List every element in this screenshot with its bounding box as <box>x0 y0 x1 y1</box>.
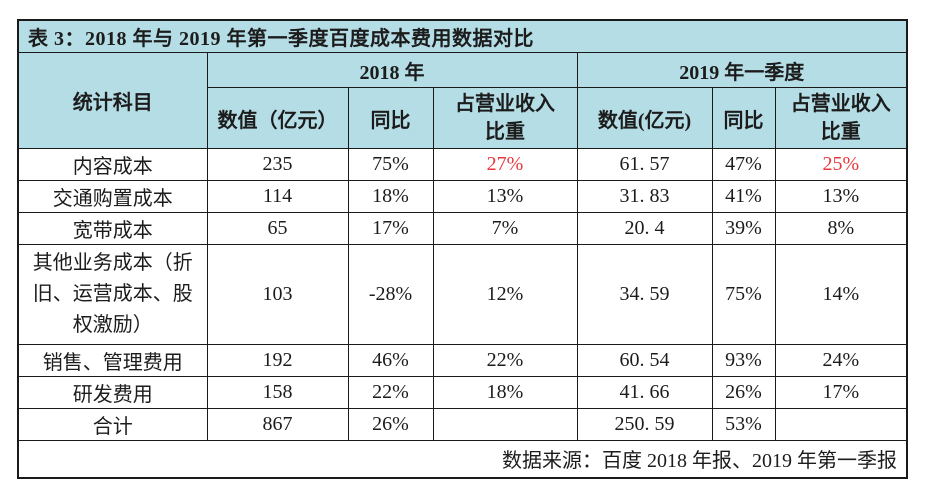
cell-2019-share-highlighted: 25% <box>774 148 908 181</box>
table-row: 交通购置成本 114 18% 13% 31. 83 41% 13% <box>17 180 908 213</box>
cell-2018-yoy: 26% <box>347 408 434 441</box>
cost-comparison-table: 表 3：2018 年与 2019 年第一季度百度成本费用数据对比 统计科目 20… <box>17 19 909 479</box>
cell-2018-value: 192 <box>206 344 349 377</box>
cell-2019-yoy: 93% <box>711 344 776 377</box>
cell-2019-yoy: 26% <box>711 376 776 409</box>
cell-2019-share: 8% <box>774 212 908 245</box>
cell-2019-value: 61. 57 <box>576 148 713 181</box>
cell-2018-value: 114 <box>206 180 349 213</box>
cell-2018-yoy: 46% <box>347 344 434 377</box>
row-label: 其他业务成本（折 旧、运营成本、股 权激励） <box>17 244 208 345</box>
cell-2018-value: 65 <box>206 212 349 245</box>
cell-2018-yoy: 17% <box>347 212 434 245</box>
cell-2018-share: 12% <box>432 244 578 345</box>
cell-2019-value: 250. 59 <box>576 408 713 441</box>
col-header-stat-item: 统计科目 <box>17 52 208 149</box>
cell-2018-value: 867 <box>206 408 349 441</box>
col-header-2018-share: 占营业收入 比重 <box>432 87 578 149</box>
row-label: 销售、管理费用 <box>17 344 208 377</box>
cell-2018-share: 18% <box>432 376 578 409</box>
row-label: 宽带成本 <box>17 212 208 245</box>
row-label: 合计 <box>17 408 208 441</box>
table-row: 宽带成本 65 17% 7% 20. 4 39% 8% <box>17 212 908 245</box>
cell-2018-share: 7% <box>432 212 578 245</box>
cell-2019-yoy: 41% <box>711 180 776 213</box>
col-header-2019-value: 数值(亿元) <box>576 87 713 149</box>
cell-2019-share <box>774 408 908 441</box>
row-label: 交通购置成本 <box>17 180 208 213</box>
col-group-2018: 2018 年 <box>206 52 578 88</box>
table-title: 表 3：2018 年与 2019 年第一季度百度成本费用数据对比 <box>17 19 908 53</box>
cell-2018-yoy: -28% <box>347 244 434 345</box>
cell-2019-yoy: 53% <box>711 408 776 441</box>
cell-2019-yoy: 75% <box>711 244 776 345</box>
cell-2019-value: 60. 54 <box>576 344 713 377</box>
cell-2018-share: 22% <box>432 344 578 377</box>
cell-2018-value: 103 <box>206 244 349 345</box>
table-row: 内容成本 235 75% 27% 61. 57 47% 25% <box>17 148 908 181</box>
cell-2018-yoy: 22% <box>347 376 434 409</box>
cell-2018-value: 235 <box>206 148 349 181</box>
cell-2018-value: 158 <box>206 376 349 409</box>
cell-2018-share-highlighted: 27% <box>432 148 578 181</box>
col-header-2018-yoy: 同比 <box>347 87 434 149</box>
cell-2019-share: 13% <box>774 180 908 213</box>
cell-2018-share: 13% <box>432 180 578 213</box>
cell-2019-share: 24% <box>774 344 908 377</box>
cell-2018-yoy: 18% <box>347 180 434 213</box>
cell-2019-yoy: 47% <box>711 148 776 181</box>
cell-2019-value: 31. 83 <box>576 180 713 213</box>
cell-2019-share: 17% <box>774 376 908 409</box>
cell-2019-value: 20. 4 <box>576 212 713 245</box>
table-row: 其他业务成本（折 旧、运营成本、股 权激励） 103 -28% 12% 34. … <box>17 244 908 345</box>
col-group-2019q1: 2019 年一季度 <box>576 52 908 88</box>
cell-2019-value: 34. 59 <box>576 244 713 345</box>
col-header-2018-value: 数值（亿元） <box>206 87 349 149</box>
table-row: 研发费用 158 22% 18% 41. 66 26% 17% <box>17 376 908 409</box>
row-label: 研发费用 <box>17 376 208 409</box>
cell-2018-yoy: 75% <box>347 148 434 181</box>
cell-2019-value: 41. 66 <box>576 376 713 409</box>
data-source: 数据来源：百度 2018 年报、2019 年第一季报 <box>17 440 908 478</box>
col-header-2019-yoy: 同比 <box>711 87 776 149</box>
table-row-total: 合计 867 26% 250. 59 53% <box>17 408 908 441</box>
cell-2018-share <box>432 408 578 441</box>
cell-2019-yoy: 39% <box>711 212 776 245</box>
row-label: 内容成本 <box>17 148 208 181</box>
cell-2019-share: 14% <box>774 244 908 345</box>
col-header-2019-share: 占营业收入 比重 <box>774 87 908 149</box>
table-row: 销售、管理费用 192 46% 22% 60. 54 93% 24% <box>17 344 908 377</box>
cost-comparison-table-wrap: 表 3：2018 年与 2019 年第一季度百度成本费用数据对比 统计科目 20… <box>17 19 909 479</box>
